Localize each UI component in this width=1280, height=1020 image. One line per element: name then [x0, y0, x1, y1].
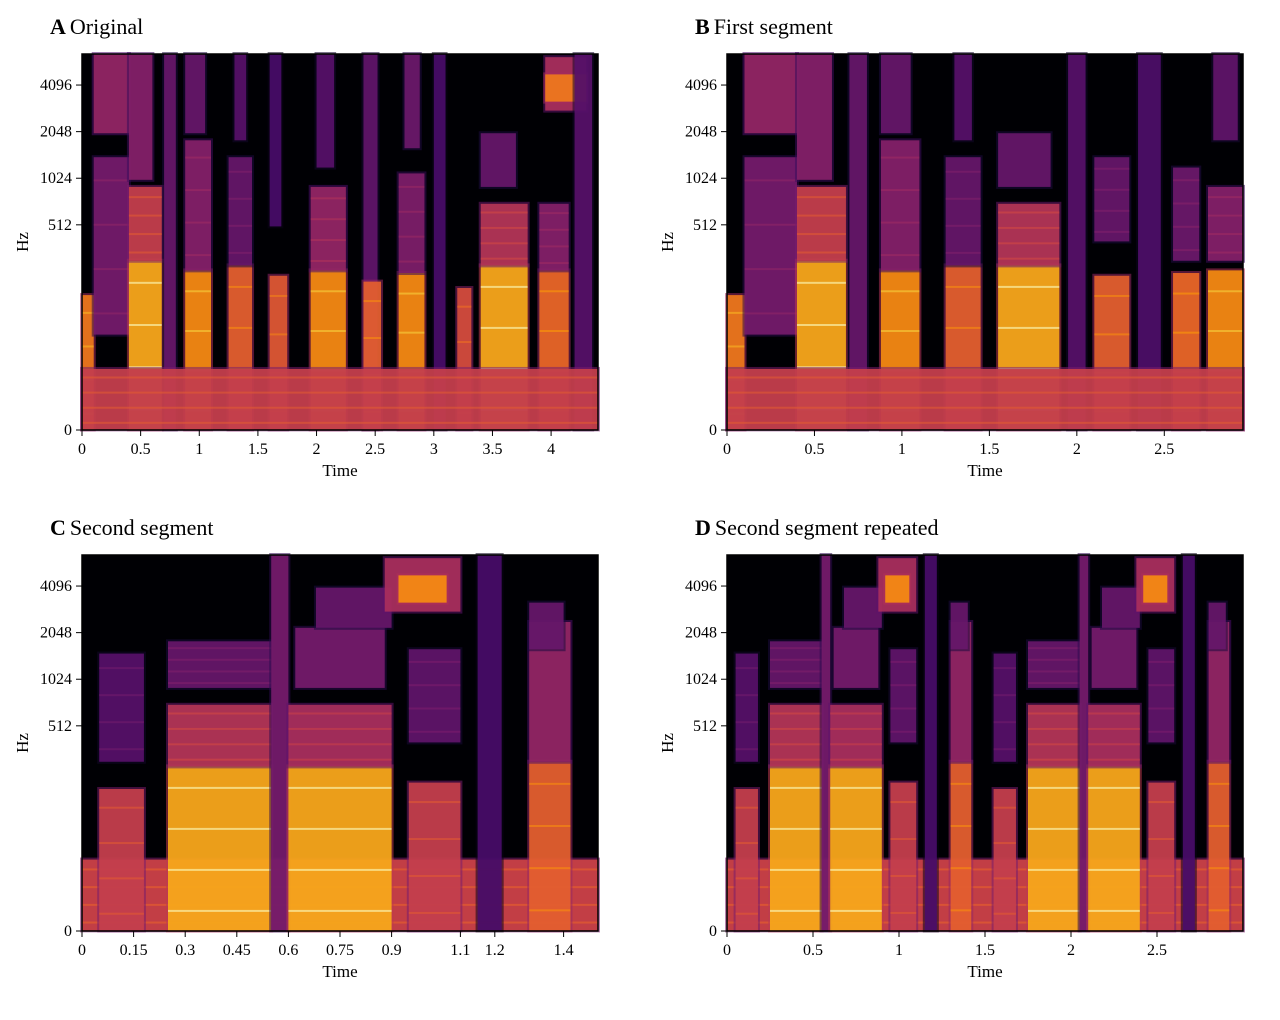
- x-tick-label: 2: [313, 441, 321, 458]
- panel-title: DSecond segment repeated: [695, 515, 1270, 541]
- y-axis-label: Hz: [658, 733, 677, 753]
- x-tick-label: 1: [895, 942, 903, 959]
- y-tick-label: 1024: [685, 170, 717, 187]
- panel-subtitle: First segment: [714, 14, 833, 39]
- y-tick-label: 512: [693, 718, 717, 735]
- panel-title: BFirst segment: [695, 14, 1270, 40]
- y-axis-label: Hz: [13, 232, 32, 252]
- panel-subtitle: Second segment: [70, 515, 214, 540]
- x-tick-label: 0.5: [131, 441, 151, 458]
- x-tick-label: 2.5: [365, 441, 385, 458]
- y-axis-label: Hz: [13, 733, 32, 753]
- y-tick-label: 2048: [685, 124, 717, 141]
- panel-title: CSecond segment: [50, 515, 625, 541]
- x-tick-label: 1.1: [450, 942, 470, 959]
- panel-subtitle: Second segment repeated: [715, 515, 939, 540]
- x-axis-label: Time: [967, 461, 1002, 480]
- y-tick-label: 0: [64, 422, 72, 439]
- panel-d: DSecond segment repeated 0 512 1024 2048 4096…: [655, 511, 1270, 992]
- x-axis-label: Time: [967, 962, 1002, 981]
- x-tick-label: 1.4: [554, 942, 574, 959]
- x-tick-label: 1: [898, 441, 906, 458]
- x-tick-label: 0.3: [175, 942, 195, 959]
- x-tick-label: 0.45: [223, 942, 251, 959]
- y-tick-label: 4096: [685, 578, 717, 595]
- x-tick-label: 2.5: [1147, 942, 1167, 959]
- x-axis-label: Time: [322, 962, 357, 981]
- x-tick-label: 0.5: [804, 441, 824, 458]
- spectrogram-chart: 0 512 1024 2048 4096 Hz 0 0.5 1 1.5 2 2.5 Time: [655, 46, 1255, 486]
- x-tick-label: 0.5: [803, 942, 823, 959]
- y-tick-label: 0: [709, 422, 717, 439]
- x-tick-label: 0.75: [326, 942, 354, 959]
- y-tick-label: 0: [709, 923, 717, 940]
- x-tick-label: 0: [78, 441, 86, 458]
- x-tick-label: 1.5: [975, 942, 995, 959]
- spectrogram-chart: 0 512 1024 2048 4096 Hz 0 0.15 0.3 0.45 0.6 0.75 0.9…: [10, 547, 610, 987]
- panel-b: BFirst segment 0 512 1024 2048 4096 Hz 0 0.5 1 1.5…: [655, 10, 1270, 491]
- y-tick-label: 0: [64, 923, 72, 940]
- y-axis-label: Hz: [658, 232, 677, 252]
- x-tick-label: 3.5: [482, 441, 502, 458]
- x-tick-label: 0.6: [278, 942, 298, 959]
- panel-a: AOriginal 0 512 1024 2048 4096 Hz 0 0.5 1 1.5 2 2.5 3…: [10, 10, 625, 491]
- spectrogram-chart: 0 512 1024 2048 4096 Hz 0 0.5 1 1.5 2 2.5 3 3.5 4 Time: [10, 46, 610, 486]
- x-tick-label: 1.5: [248, 441, 268, 458]
- y-tick-label: 2048: [40, 625, 72, 642]
- x-tick-label: 0.15: [120, 942, 148, 959]
- x-tick-label: 2: [1073, 441, 1081, 458]
- panel-letter: C: [50, 515, 66, 540]
- y-tick-label: 1024: [40, 170, 72, 187]
- spectrogram-chart: 0 512 1024 2048 4096 Hz 0 0.5 1 1.5 2 2.5 Time: [655, 547, 1255, 987]
- y-tick-label: 2048: [40, 124, 72, 141]
- panel-letter: D: [695, 515, 711, 540]
- x-tick-label: 4: [547, 441, 555, 458]
- x-tick-label: 0: [723, 942, 731, 959]
- x-tick-label: 1: [195, 441, 203, 458]
- panel-title: AOriginal: [50, 14, 625, 40]
- x-tick-label: 0: [723, 441, 731, 458]
- x-tick-label: 0.9: [382, 942, 402, 959]
- y-tick-label: 1024: [40, 671, 72, 688]
- panel-letter: B: [695, 14, 710, 39]
- y-tick-label: 4096: [40, 77, 72, 94]
- x-axis-label: Time: [322, 461, 357, 480]
- y-tick-label: 512: [48, 217, 72, 234]
- y-tick-label: 512: [693, 217, 717, 234]
- panel-grid: AOriginal0512102420484096Hz00.511.522.53…: [10, 10, 1270, 992]
- y-tick-label: 2048: [685, 625, 717, 642]
- x-tick-label: 0: [78, 942, 86, 959]
- x-tick-label: 1.2: [485, 942, 505, 959]
- y-tick-label: 512: [48, 718, 72, 735]
- x-tick-label: 3: [430, 441, 438, 458]
- y-tick-label: 1024: [685, 671, 717, 688]
- y-tick-label: 4096: [40, 578, 72, 595]
- panel-subtitle: Original: [70, 14, 143, 39]
- x-tick-label: 2.5: [1154, 441, 1174, 458]
- y-tick-label: 4096: [685, 77, 717, 94]
- x-tick-label: 1.5: [979, 441, 999, 458]
- panel-c: CSecond segment 0 512 1024 2048 4096 Hz 0 0.15 0.…: [10, 511, 625, 992]
- panel-letter: A: [50, 14, 66, 39]
- x-tick-label: 2: [1067, 942, 1075, 959]
